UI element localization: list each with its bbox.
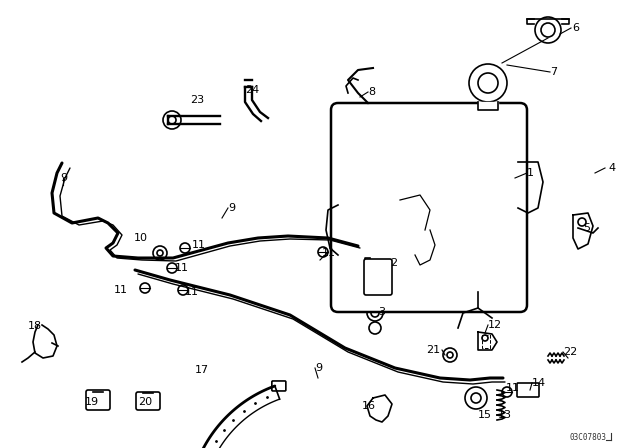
Text: 20: 20 xyxy=(138,397,152,407)
Text: 6: 6 xyxy=(572,23,579,33)
Text: 24: 24 xyxy=(245,85,259,95)
Text: 03C07803: 03C07803 xyxy=(570,432,607,441)
Text: 11: 11 xyxy=(114,285,128,295)
Text: 12: 12 xyxy=(488,320,502,330)
Text: 14: 14 xyxy=(532,378,546,388)
Text: 1: 1 xyxy=(527,168,534,178)
Text: 8: 8 xyxy=(368,87,375,97)
Text: 11: 11 xyxy=(322,248,336,258)
FancyBboxPatch shape xyxy=(517,383,539,397)
FancyBboxPatch shape xyxy=(364,259,392,295)
Text: 23: 23 xyxy=(190,95,204,105)
FancyBboxPatch shape xyxy=(86,390,110,410)
Bar xyxy=(478,102,498,110)
FancyBboxPatch shape xyxy=(331,103,527,312)
FancyBboxPatch shape xyxy=(272,381,286,391)
Text: 9: 9 xyxy=(315,363,322,373)
Text: 4: 4 xyxy=(608,163,615,173)
Text: 13: 13 xyxy=(498,410,512,420)
Text: 21: 21 xyxy=(426,345,440,355)
Text: 9: 9 xyxy=(228,203,235,213)
Text: 11: 11 xyxy=(506,383,520,393)
Text: 3: 3 xyxy=(378,307,385,317)
Text: 22: 22 xyxy=(563,347,577,357)
Text: 15: 15 xyxy=(478,410,492,420)
Text: 18: 18 xyxy=(28,321,42,331)
Text: 9: 9 xyxy=(60,173,67,183)
Text: 2: 2 xyxy=(390,258,397,268)
FancyBboxPatch shape xyxy=(136,392,160,410)
Text: 11: 11 xyxy=(192,240,206,250)
Text: 16: 16 xyxy=(362,401,376,411)
Text: 7: 7 xyxy=(550,67,557,77)
Text: 5: 5 xyxy=(583,223,590,233)
Text: 11: 11 xyxy=(185,287,199,297)
Text: 19: 19 xyxy=(85,397,99,407)
Text: 17: 17 xyxy=(195,365,209,375)
Text: 10: 10 xyxy=(134,233,148,243)
Text: 11: 11 xyxy=(175,263,189,273)
